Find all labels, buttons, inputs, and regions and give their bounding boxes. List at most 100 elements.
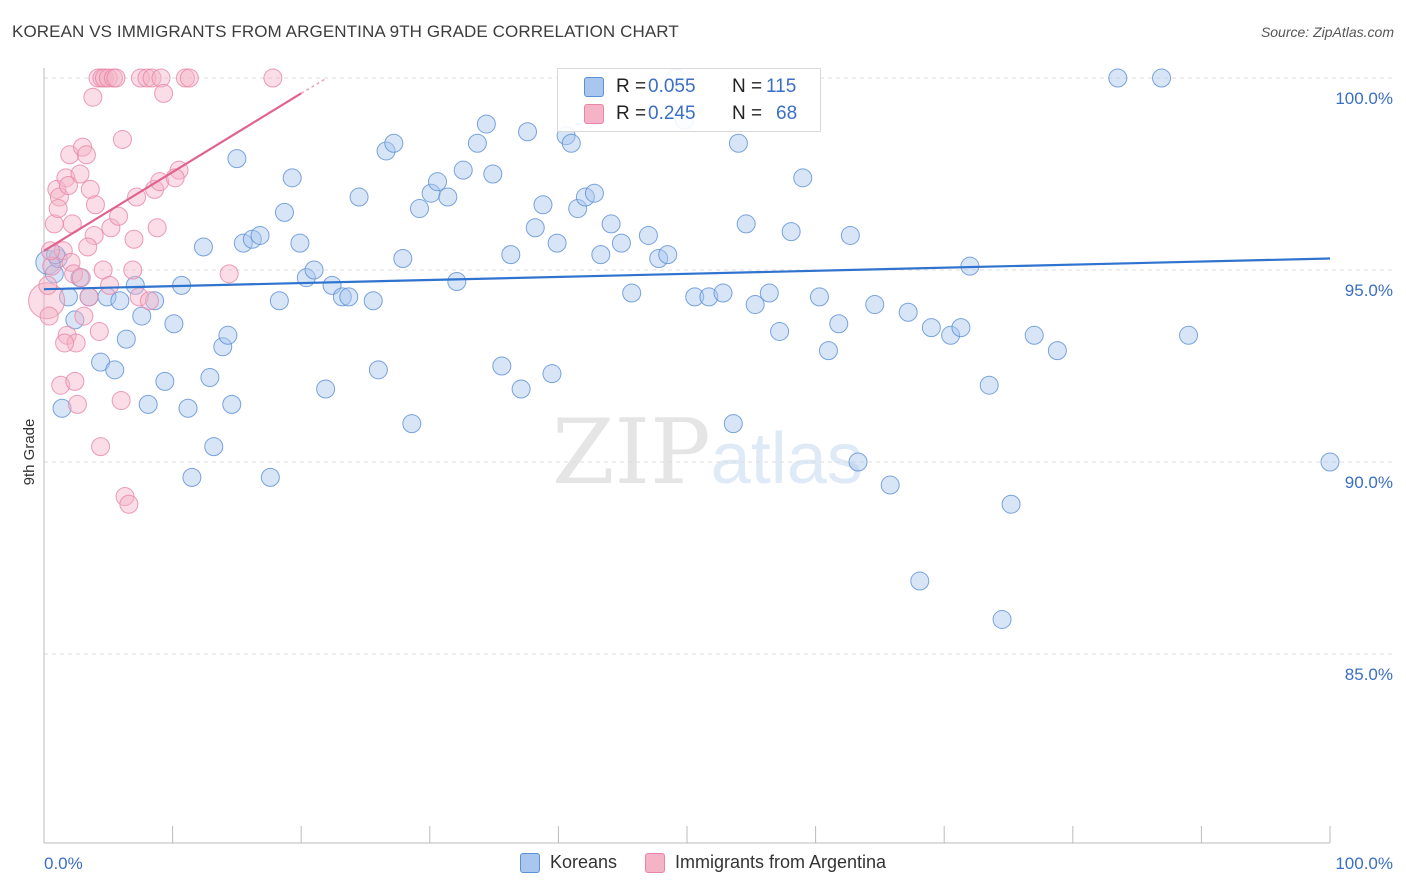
argentina-point <box>55 333 75 353</box>
argentina-point <box>101 218 121 238</box>
argentina-point <box>74 306 94 326</box>
argentina-points <box>28 68 283 514</box>
argentina-label: Immigrants from Argentina <box>674 852 887 872</box>
korean-point <box>979 375 999 395</box>
argentina-point <box>179 68 199 88</box>
korean-point <box>178 398 198 418</box>
korean-point <box>483 164 503 184</box>
korean-point <box>44 264 64 284</box>
korean-point <box>685 287 705 307</box>
argentina-point <box>66 333 86 353</box>
korean-point <box>467 133 487 153</box>
argentina-point <box>89 321 109 341</box>
argentina-point <box>56 168 76 188</box>
argentina-point <box>78 237 98 257</box>
korean-point <box>363 291 383 311</box>
korean-point <box>1108 68 1128 88</box>
argentina-point <box>51 375 71 395</box>
korean-point <box>227 149 247 169</box>
korean-point <box>809 287 829 307</box>
argentina-point <box>65 371 85 391</box>
argentina-point <box>147 218 167 238</box>
korean-point <box>110 291 130 311</box>
korean-point <box>368 360 388 380</box>
korean-point <box>1320 452 1340 472</box>
y-tick-label: 100.0% <box>1335 89 1393 108</box>
argentina-point <box>61 252 81 272</box>
korean-point <box>584 183 604 203</box>
legend-item-argentina: Immigrants from Argentina <box>644 852 887 873</box>
argentina-n-value: 68 <box>776 103 798 124</box>
argentina-point <box>83 87 103 107</box>
korean-point <box>638 225 658 245</box>
argentina-point <box>111 391 131 411</box>
argentina-n-label: N = <box>732 103 763 124</box>
korean-point <box>591 245 611 265</box>
argentina-point <box>123 260 143 280</box>
argentina-point <box>38 275 58 295</box>
korean-point <box>105 360 125 380</box>
korean-point <box>282 168 302 188</box>
korean-point <box>376 141 396 161</box>
argentina-point <box>139 291 159 311</box>
korean-point <box>601 214 621 234</box>
korean-point <box>781 222 801 242</box>
korean-point <box>910 571 930 591</box>
korean-point <box>728 133 748 153</box>
korean-point <box>290 233 310 253</box>
korean-point <box>611 233 631 253</box>
argentina-point <box>85 195 105 215</box>
korean-point <box>865 295 885 315</box>
argentina-point <box>48 199 68 219</box>
korean-point <box>533 195 553 215</box>
korean-point <box>992 609 1012 629</box>
argentina-trend-line <box>43 92 302 252</box>
korean-point <box>898 302 918 322</box>
korean-point <box>921 318 941 338</box>
korean-point <box>250 225 270 245</box>
argentina-point <box>98 68 118 88</box>
korean-point <box>941 325 961 345</box>
argentina-point <box>80 179 100 199</box>
korean-point <box>332 287 352 307</box>
argentina-point <box>71 268 91 288</box>
y-tick-label: 95.0% <box>1345 281 1393 300</box>
korean-point <box>547 233 567 253</box>
korean-point <box>511 379 531 399</box>
korean-point <box>274 202 294 222</box>
korean-point <box>349 187 369 207</box>
argentina-point <box>154 83 174 103</box>
y-tick-label: 90.0% <box>1345 473 1393 492</box>
legend-item-koreans: Koreans <box>519 852 617 873</box>
argentina-point <box>109 206 129 226</box>
korean-point <box>793 168 813 188</box>
korean-point <box>193 237 213 257</box>
argentina-point <box>42 256 62 276</box>
korean-point <box>125 275 145 295</box>
korean-point <box>713 283 733 303</box>
argentina-point <box>130 68 150 88</box>
trend-lines <box>43 77 1331 291</box>
korean-point <box>428 172 448 192</box>
y-axis-title: 9th Grade <box>21 419 38 486</box>
korean-point <box>501 245 521 265</box>
koreans-label: Koreans <box>549 852 617 872</box>
korean-point <box>316 379 336 399</box>
argentina-point <box>76 145 96 165</box>
argentina-point <box>79 287 99 307</box>
korean-point <box>138 394 158 414</box>
argentina-r-value: 0.245 <box>648 103 696 124</box>
korean-point <box>52 398 72 418</box>
watermark-zip: ZIP <box>552 400 711 505</box>
korean-point <box>155 371 175 391</box>
korean-point <box>260 467 280 487</box>
korean-point <box>770 321 790 341</box>
legend-row-argentina: R = 0.245 N = 68 <box>584 102 797 126</box>
korean-point <box>218 325 238 345</box>
argentina-point <box>151 68 171 88</box>
korean-point <box>164 314 184 334</box>
koreans-swatch <box>519 852 540 873</box>
korean-point <box>525 218 545 238</box>
korean-trend-line <box>43 257 1331 291</box>
argentina-point <box>124 229 144 249</box>
